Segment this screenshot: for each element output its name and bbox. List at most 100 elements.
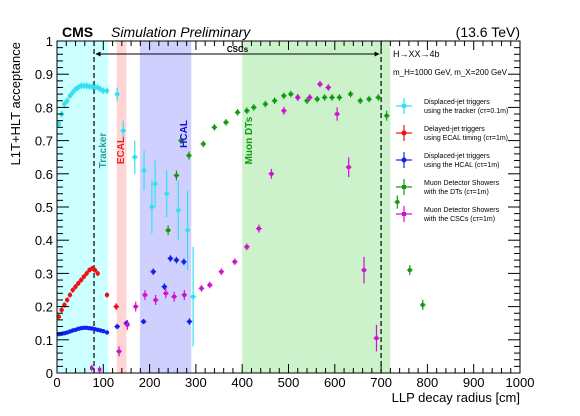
data-point — [186, 151, 192, 160]
mass-label: m_H=1000 GeV, m_X=200 GeV — [393, 68, 508, 77]
data-point — [407, 265, 413, 276]
data-point — [345, 157, 352, 178]
data-point — [262, 100, 269, 108]
legend-label: Delayed-jet triggers using ECAL timing (c… — [424, 126, 508, 142]
data-point — [141, 150, 147, 191]
x-tick-label: 100 — [92, 375, 114, 390]
data-point — [317, 80, 323, 88]
data-point — [307, 94, 313, 101]
data-point — [97, 366, 102, 373]
legend: Displaced-jet triggers using the tracker … — [396, 98, 508, 223]
data-point — [67, 292, 73, 298]
data-point — [173, 170, 180, 181]
legend-label: Displaced-jet triggers using the HCAL (cτ… — [424, 153, 499, 169]
region-labels: Tracker ECAL HCAL Muon DTs — [98, 116, 255, 168]
data-point — [357, 97, 364, 105]
y-tick-label: 0.7 — [35, 134, 53, 149]
data-point — [198, 285, 205, 292]
data-point — [419, 299, 426, 310]
data-point — [152, 294, 159, 305]
data-point — [142, 290, 148, 300]
data-point — [84, 270, 89, 277]
data-point — [76, 280, 81, 287]
region-ecal — [116, 41, 127, 373]
x-tick-label: 800 — [417, 375, 439, 390]
data-point — [366, 95, 372, 103]
data-point — [361, 256, 367, 284]
x-tick-label: 700 — [370, 375, 392, 390]
x-tick-label: 900 — [463, 375, 485, 390]
y-tick-label: 0.4 — [35, 233, 53, 248]
data-point — [70, 287, 75, 293]
data-point — [101, 328, 106, 334]
data-point — [181, 290, 188, 300]
data-point — [373, 324, 380, 352]
simulation-preliminary-label: Simulation Preliminary — [111, 24, 251, 40]
data-point — [64, 97, 70, 105]
data-point — [150, 268, 157, 276]
legend-marker — [401, 130, 407, 136]
x-tick-label: 0 — [53, 375, 60, 390]
x-tick-label: 200 — [139, 375, 161, 390]
data-point — [178, 137, 184, 144]
region-hcal — [139, 41, 192, 373]
data-point — [175, 180, 182, 241]
legend-item-3: Muon Detector Showers with the DTs (cτ=1m… — [396, 179, 500, 196]
data-point — [59, 307, 64, 313]
data-point — [165, 225, 171, 236]
data-point — [181, 258, 187, 266]
y-tick-label: 0.9 — [35, 67, 53, 82]
data-point — [186, 318, 193, 325]
series-0 — [56, 82, 196, 347]
series-1 — [56, 265, 120, 320]
data-point — [271, 97, 278, 105]
data-point — [304, 97, 310, 105]
x-tick-label: 300 — [185, 375, 207, 390]
legend-label: Muon Detector Showers with the DTs (cτ=1m… — [423, 180, 500, 196]
legend-marker — [401, 103, 407, 109]
data-point — [70, 89, 75, 96]
axis-ticks: 0 100 200 300 400 500 600 700 800 900 1000 0 0.1 0.2 0… — [35, 34, 535, 390]
data-point — [325, 84, 332, 91]
legend-marker — [402, 212, 406, 216]
data-point — [321, 94, 328, 101]
energy-label: (13.6 TeV) — [456, 24, 520, 40]
y-tick-label: 0.8 — [35, 100, 53, 115]
data-point — [232, 258, 238, 266]
data-point — [207, 281, 213, 289]
y-tick-label: 0.5 — [35, 200, 53, 215]
legend-item-0: Displaced-jet triggers using the tracker … — [396, 98, 508, 115]
data-point — [104, 292, 110, 298]
data-point — [244, 107, 250, 115]
data-point — [218, 268, 225, 276]
data-point — [73, 284, 78, 290]
data-point — [250, 104, 257, 111]
data-point — [223, 119, 229, 126]
data-point — [244, 243, 250, 251]
x-axis-title: LLP decay radius [cm] — [392, 390, 520, 405]
y-tick-label: 0.3 — [35, 266, 53, 281]
data-point — [314, 95, 320, 103]
data-point — [329, 94, 335, 101]
region-label-tracker: Tracker — [98, 133, 109, 169]
legend-item-1: Delayed-jet triggers using ECAL timing (c… — [396, 125, 508, 142]
data-point — [281, 92, 287, 100]
data-point — [190, 246, 196, 347]
legend-label: Muon Detector Showers with the CSCs (cτ=1… — [423, 207, 500, 223]
data-point — [171, 291, 177, 302]
data-point — [294, 94, 301, 101]
data-point — [81, 274, 87, 280]
y-tick-label: 0.1 — [35, 333, 53, 348]
data-point — [281, 106, 287, 115]
data-point — [184, 190, 191, 271]
data-point — [104, 87, 110, 95]
dashed-boundaries — [93, 41, 382, 373]
data-point — [256, 224, 262, 233]
legend-marker — [402, 185, 406, 189]
process-label: H→XX→4b — [393, 49, 440, 59]
data-point — [56, 313, 62, 320]
detector-regions — [57, 41, 391, 373]
y-tick-label: 1 — [46, 34, 53, 49]
data-point — [334, 107, 340, 121]
data-point — [167, 255, 174, 262]
